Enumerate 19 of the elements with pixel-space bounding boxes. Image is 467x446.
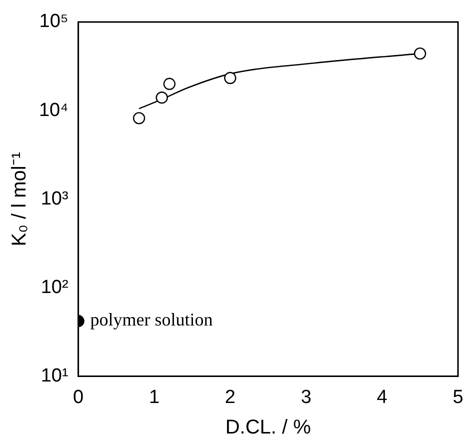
point bbox=[163, 78, 176, 90]
x-tick-label: 3 bbox=[300, 386, 312, 408]
y-axis-title: K₀ / l mol⁻¹ bbox=[8, 152, 31, 246]
y-tick-label: 10⁵ bbox=[39, 11, 68, 32]
x-axis-title: D.CL. / % bbox=[225, 416, 312, 439]
y-tick-label: 10³ bbox=[40, 188, 68, 210]
x-tick-label: 2 bbox=[224, 386, 236, 408]
y-tick-label: 10² bbox=[40, 276, 68, 298]
x-tick-label: 0 bbox=[73, 386, 84, 408]
y-tick-label: 10⁴ bbox=[38, 100, 68, 121]
x-tick-label: 1 bbox=[148, 386, 160, 408]
x-tick-label: 5 bbox=[452, 386, 464, 408]
point bbox=[156, 92, 168, 104]
point bbox=[414, 47, 426, 60]
point bbox=[132, 112, 146, 124]
annotation: polymer solution bbox=[90, 310, 213, 330]
point bbox=[224, 72, 236, 84]
y-tick-label: 10¹ bbox=[40, 365, 68, 386]
x-tick-label: 4 bbox=[376, 386, 388, 408]
